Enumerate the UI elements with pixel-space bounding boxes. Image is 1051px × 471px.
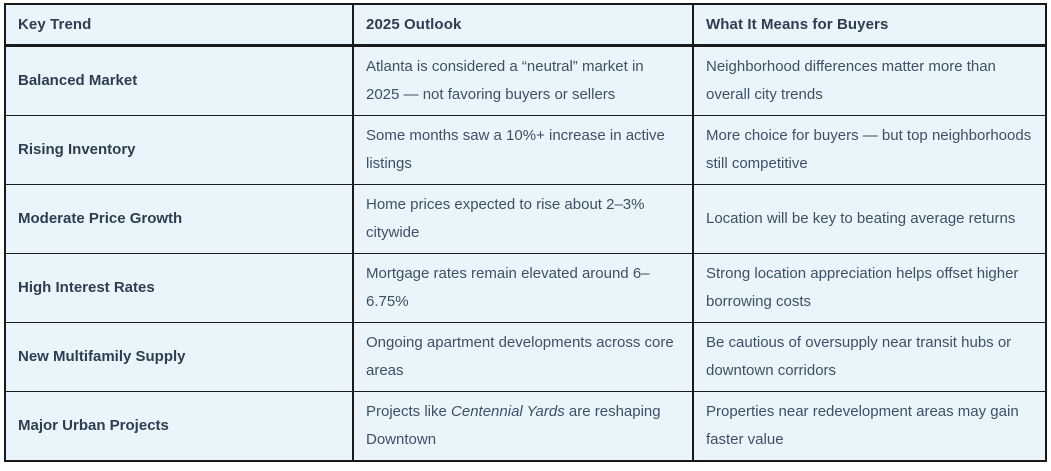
header-row: Key Trend 2025 Outlook What It Means for…	[4, 3, 1047, 47]
outlook-cell: Home prices expected to rise about 2–3% …	[352, 183, 694, 254]
market-trends-table-container: Key Trend 2025 Outlook What It Means for…	[4, 3, 1047, 462]
text-segment: are reshaping Downtown	[366, 402, 661, 448]
column-header-2025-outlook: 2025 Outlook	[352, 3, 694, 47]
table-row: Major Urban Projects Projects like Centen…	[4, 390, 1047, 461]
meaning-for-buyers-cell: Strong location appreciation helps offse…	[692, 252, 1047, 323]
outlook-cell: Some months saw a 10%+ increase in activ…	[352, 114, 694, 185]
key-trend-cell: Moderate Price Growth	[4, 183, 354, 254]
meaning-for-buyers-cell: More choice for buyers — but top neighbo…	[692, 114, 1047, 185]
key-trend-cell: Rising Inventory	[4, 114, 354, 185]
table-row: High Interest Rates Mortgage rates remain…	[4, 252, 1047, 323]
table-row: New Multifamily Supply Ongoing apartment …	[4, 321, 1047, 392]
outlook-cell: Atlanta is considered a “neutral” market…	[352, 44, 694, 116]
table-row: Balanced Market Atlanta is considered a “…	[4, 44, 1047, 116]
table-row: Rising Inventory Some months saw a 10%+ i…	[4, 114, 1047, 185]
key-trend-cell: Balanced Market	[4, 44, 354, 116]
key-trend-cell: Major Urban Projects	[4, 390, 354, 461]
text-segment: Projects like	[366, 402, 452, 420]
meaning-for-buyers-cell: Properties near redevelopment areas may …	[692, 390, 1047, 461]
outlook-cell: Projects like Centennial Yards are resha…	[352, 390, 694, 461]
outlook-cell: Mortgage rates remain elevated around 6–…	[352, 252, 694, 323]
market-trends-table: Key Trend 2025 Outlook What It Means for…	[4, 3, 1047, 462]
italic-text-segment: Centennial Yards	[451, 402, 565, 420]
meaning-for-buyers-cell: Be cautious of oversupply near transit h…	[692, 321, 1047, 392]
table-body: Balanced Market Atlanta is considered a “…	[4, 44, 1047, 461]
outlook-cell: Ongoing apartment developments across co…	[352, 321, 694, 392]
key-trend-cell: High Interest Rates	[4, 252, 354, 323]
meaning-for-buyers-cell: Neighborhood differences matter more tha…	[692, 44, 1047, 116]
table-row: Moderate Price Growth Home prices expecte…	[4, 183, 1047, 254]
meaning-for-buyers-cell: Location will be key to beating average …	[692, 183, 1047, 254]
key-trend-cell: New Multifamily Supply	[4, 321, 354, 392]
column-header-key-trend: Key Trend	[4, 3, 354, 47]
column-header-what-it-means-for-buyers: What It Means for Buyers	[692, 3, 1047, 47]
